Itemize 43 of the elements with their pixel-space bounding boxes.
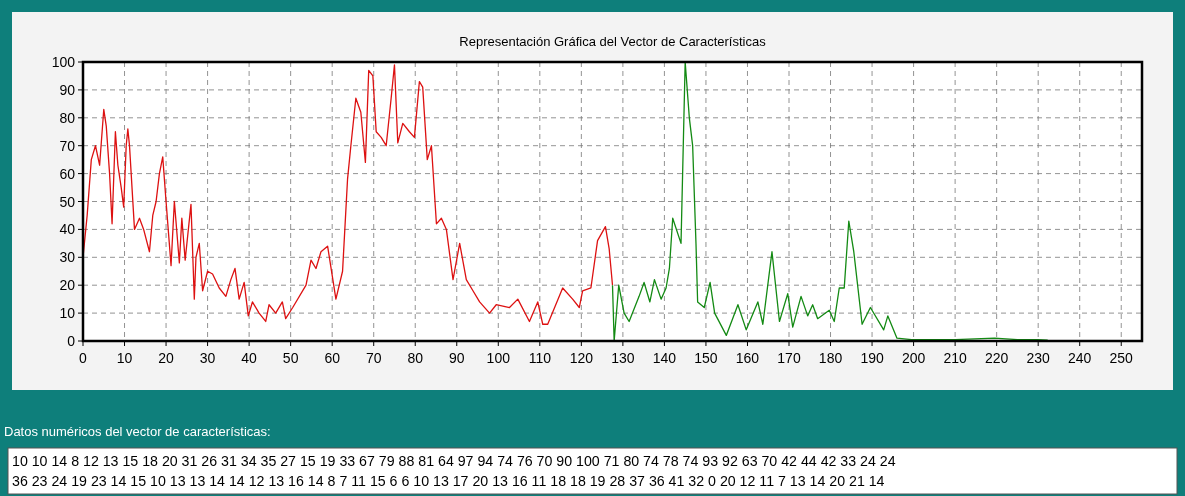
y-tick-label: 80 [59, 109, 76, 126]
y-tick-label: 60 [59, 165, 76, 182]
x-tick-label: 180 [818, 350, 843, 366]
x-tick-label: 40 [241, 350, 258, 366]
x-tick-label: 170 [777, 350, 801, 366]
text: Datos numéricos del vector de características: [4, 424, 271, 439]
chart-title: Representación Gráfica del Vector de Características [459, 34, 767, 49]
x-tick-label: 80 [407, 350, 424, 366]
y-tick-label: 100 [51, 54, 76, 70]
x-tick-label: 220 [984, 350, 1009, 366]
x-tick-label: 10 [116, 350, 133, 366]
x-tick-label: 120 [569, 350, 594, 366]
x-tick-label: 190 [860, 350, 884, 366]
x-tick-label: 50 [282, 350, 299, 366]
x-tick-label: 30 [199, 350, 216, 366]
x-tick-label: 230 [1026, 350, 1051, 366]
y-tick-label: 10 [59, 305, 76, 322]
y-tick-label: 30 [59, 249, 76, 266]
y-tick-label: 0 [67, 333, 76, 349]
x-tick-label: 200 [901, 350, 926, 366]
x-tick-label: 130 [611, 350, 635, 366]
x-tick-label: 240 [1068, 350, 1092, 366]
x-tick-label: 60 [324, 350, 341, 366]
x-tick-label: 250 [1109, 350, 1134, 366]
text: 10 10 14 8 12 13 15 18 20 31 26 31 34 35 27 15 19 33 67 79 88 81 64 97 94 74 76 70 90 100 71 80 74 78 74 93 92 63 70 42 44 42 33 24 24 [12, 453, 896, 469]
x-tick-label: 90 [448, 350, 465, 366]
y-tick-label: 50 [59, 193, 76, 210]
x-tick-label: 70 [365, 350, 382, 366]
x-tick-label: 110 [528, 350, 552, 366]
y-tick-label: 20 [59, 277, 76, 294]
x-tick-label: 210 [943, 350, 968, 366]
x-tick-label: 150 [694, 350, 718, 366]
y-tick-label: 70 [59, 137, 76, 154]
x-tick-label: 0 [79, 350, 88, 366]
x-tick-label: 20 [158, 350, 175, 366]
x-tick-label: 100 [486, 350, 511, 366]
line-series [82, 64, 614, 325]
line-series [611, 61, 1049, 342]
x-tick-label: 140 [652, 350, 677, 366]
y-tick-label: 90 [59, 81, 76, 98]
text: 36 23 24 19 23 14 15 10 13 13 14 14 12 13 16 14 8 7 11 15 6 6 10 13 17 20 13 16 11 18 18 19 28 37 36 41 32 0 20 12 11 7 13 14 20 21 14 [12, 473, 885, 489]
x-tick-label: 160 [735, 350, 760, 366]
y-tick-label: 40 [59, 221, 76, 238]
